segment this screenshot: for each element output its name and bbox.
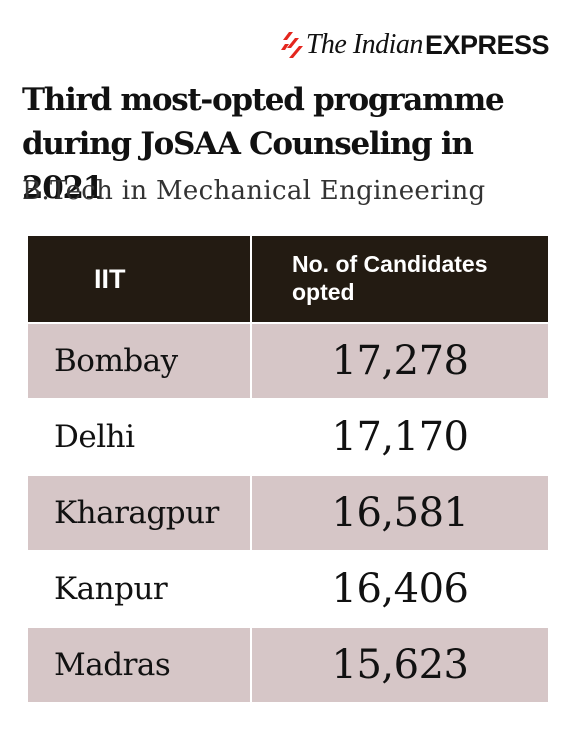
table-cell-iit: Kanpur: [54, 571, 168, 607]
table-cell-iit: Delhi: [54, 419, 135, 455]
table-cell-candidates: 17,170: [331, 414, 469, 460]
brand-logo: The Indian EXPRESS: [280, 28, 550, 62]
table-cell-iit: Madras: [28, 628, 250, 702]
brand-express: EXPRESS: [424, 29, 550, 60]
column-header-candidates-line-1: No. of Candidates: [292, 251, 488, 277]
brand-name: The Indian: [305, 29, 424, 60]
column-header-candidates: No. of Candidates opted: [252, 236, 548, 322]
chart-title-line-2: during JoSAA Counseling in 2021: [22, 126, 474, 206]
table-cell-candidates: 16,581: [252, 476, 548, 550]
chart-subtitle: B.Tech in Mechanical Engineering: [22, 176, 486, 206]
flame-stripes-icon: [280, 32, 303, 58]
table-cell-candidates: 15,623: [252, 628, 548, 702]
chart-title-line-1: Third most-opted programme: [22, 82, 505, 118]
table-cell-candidates: 16,406: [331, 566, 469, 612]
table-cell-iit: Kharagpur: [28, 476, 250, 550]
column-header-iit: IIT: [28, 236, 250, 322]
table-cell-iit: Bombay: [28, 324, 250, 398]
column-header-candidates-line-2: opted: [292, 279, 355, 305]
chart-title: Third most-opted programme during JoSAA …: [22, 78, 557, 210]
table-cell-candidates: 17,278: [252, 324, 548, 398]
